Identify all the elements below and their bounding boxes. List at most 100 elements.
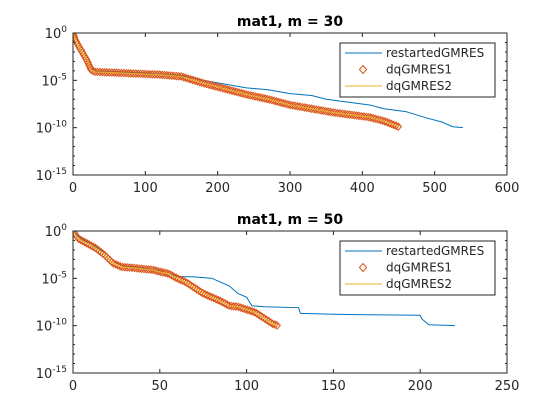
data-point-marker — [95, 67, 104, 77]
data-point-marker — [286, 100, 295, 110]
data-point-marker — [209, 81, 218, 91]
data-point-marker — [188, 75, 197, 85]
data-point-marker — [73, 33, 78, 40]
data-point-marker — [117, 68, 126, 78]
data-point-marker — [263, 94, 271, 104]
data-point-marker — [186, 74, 195, 84]
data-point-marker — [123, 263, 132, 272]
x-tick-label: 200 — [408, 379, 433, 394]
data-point-marker — [148, 69, 157, 79]
y-tick-base: 10 — [36, 169, 53, 184]
data-point-marker — [331, 108, 340, 118]
y-tick-exponent: -10 — [52, 318, 67, 328]
data-point-marker — [158, 268, 167, 277]
legend-label: restartedGMRES — [386, 244, 484, 258]
data-point-marker — [291, 101, 299, 111]
y-tick-label: 100 — [45, 25, 68, 42]
data-point-marker — [312, 105, 321, 114]
data-point-marker — [177, 72, 186, 81]
data-point-marker — [131, 69, 140, 78]
legend-label: dqGMRES2 — [386, 79, 452, 93]
data-point-marker — [146, 69, 154, 79]
data-point-marker — [172, 71, 181, 81]
x-tick-label: 0 — [69, 379, 77, 394]
data-point-marker — [239, 89, 248, 99]
data-point-marker — [112, 68, 121, 78]
data-point-marker — [251, 92, 260, 101]
series-dqGMRES1-markers — [73, 33, 403, 131]
data-point-marker — [284, 100, 292, 109]
data-point-marker — [340, 109, 349, 119]
data-point-marker — [321, 106, 330, 116]
data-point-marker — [367, 113, 375, 122]
y-tick-exponent: -10 — [52, 120, 67, 130]
data-point-marker — [352, 111, 361, 120]
data-point-marker — [223, 85, 232, 94]
data-point-marker — [371, 114, 380, 124]
data-point-marker — [129, 69, 138, 78]
legend: restartedGMRES dqGMRES1 dqGMRES2 — [339, 240, 496, 296]
x-tick-label: 100 — [133, 181, 158, 196]
data-point-marker — [151, 70, 159, 79]
x-tick-label: 150 — [321, 379, 346, 394]
data-point-marker — [151, 266, 160, 275]
y-tick-exponent: -5 — [58, 72, 67, 82]
data-point-marker — [319, 106, 328, 116]
data-point-marker — [200, 79, 209, 88]
data-point-marker — [317, 106, 325, 115]
data-point-marker — [225, 85, 234, 95]
data-point-marker — [163, 70, 171, 80]
series-group — [73, 33, 463, 131]
data-point-marker — [218, 83, 227, 93]
data-point-marker — [198, 78, 206, 88]
data-point-marker — [143, 69, 152, 79]
legend-label: restartedGMRES — [386, 46, 484, 60]
data-point-marker — [195, 77, 204, 87]
data-point-marker — [277, 98, 285, 107]
data-point-marker — [214, 82, 223, 92]
data-point-marker — [265, 95, 274, 104]
y-tick-label: 10-10 — [36, 120, 68, 137]
y-tick-exponent: 0 — [61, 223, 67, 233]
data-point-marker — [142, 264, 151, 274]
data-point-marker — [274, 97, 283, 107]
data-point-marker — [132, 263, 141, 273]
data-point-marker — [234, 302, 243, 312]
data-point-marker — [155, 70, 164, 80]
data-point-marker — [272, 97, 281, 106]
y-tick-base: 10 — [36, 320, 53, 335]
x-tick-label: 0 — [69, 181, 77, 196]
data-point-marker — [135, 264, 144, 273]
data-point-marker — [249, 91, 257, 101]
data-point-marker — [380, 117, 389, 126]
data-point-marker — [228, 86, 236, 96]
data-point-marker — [221, 84, 229, 94]
x-tick-label: 50 — [152, 379, 169, 394]
data-point-marker — [136, 69, 145, 79]
data-point-marker — [174, 71, 183, 81]
data-point-marker — [258, 93, 267, 103]
data-point-marker — [270, 96, 278, 106]
data-point-marker — [115, 68, 123, 78]
y-tick-exponent: -5 — [58, 270, 67, 280]
data-point-marker — [181, 73, 190, 83]
data-point-marker — [357, 111, 366, 121]
series-dqGMRES2-line — [73, 231, 279, 327]
x-tick-label: 250 — [495, 379, 520, 394]
data-point-marker — [202, 79, 211, 89]
data-point-marker — [158, 70, 166, 80]
data-point-marker — [350, 110, 359, 120]
data-point-marker — [184, 74, 193, 83]
data-point-marker — [118, 262, 127, 272]
data-point-marker — [324, 107, 333, 116]
data-point-marker — [230, 86, 239, 96]
data-point-marker — [105, 68, 114, 77]
data-point-marker — [167, 71, 176, 81]
data-point-marker — [293, 101, 302, 111]
data-point-marker — [303, 103, 311, 113]
data-point-marker — [305, 103, 314, 113]
data-point-marker — [193, 77, 202, 86]
x-tick-label: 100 — [234, 379, 259, 394]
data-point-marker — [329, 108, 337, 117]
y-tick-base: 10 — [36, 367, 53, 382]
